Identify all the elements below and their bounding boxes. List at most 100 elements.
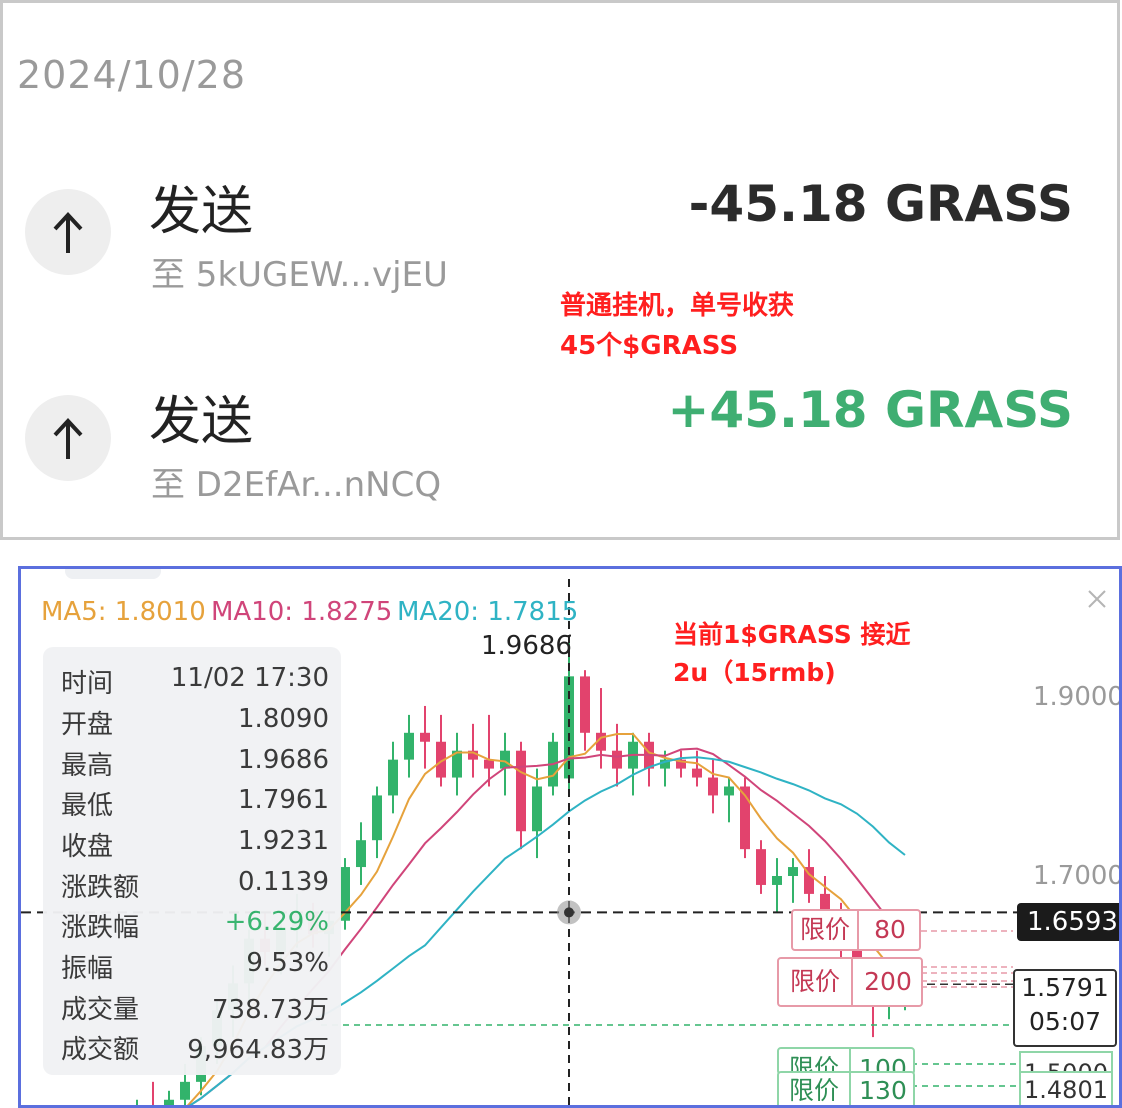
candle-body xyxy=(436,741,446,778)
candle-body xyxy=(340,867,350,921)
info-row-amplitude: 振幅 9.53% xyxy=(61,948,329,988)
limit-order-tag[interactable]: 限价 80 xyxy=(791,909,921,951)
info-value: 9,964.83万 xyxy=(187,1035,329,1065)
arrow-up-icon xyxy=(25,395,111,481)
limit-qty: 200 xyxy=(864,967,912,996)
info-value: +6.29% xyxy=(224,907,329,937)
info-row-change-pct: 涨跌幅 +6.29% xyxy=(61,907,329,947)
arrow-up-icon xyxy=(25,189,111,275)
price-axis-label: 1.9000 xyxy=(1033,682,1122,712)
info-value: 11/02 17:30 xyxy=(170,663,329,693)
info-row-change: 涨跌额 0.1139 xyxy=(61,867,329,907)
candle-body xyxy=(388,759,398,796)
limit-qty: 100 xyxy=(859,1054,907,1075)
countdown: 05:07 xyxy=(1028,1007,1102,1036)
info-key: 开盘 xyxy=(61,710,114,740)
close-icon[interactable] xyxy=(1085,587,1109,611)
info-row-volume: 成交量 738.73万 xyxy=(61,989,329,1029)
info-key: 涨跌额 xyxy=(61,873,140,903)
transaction-title: 发送 xyxy=(149,182,254,242)
limit-label: 限价 xyxy=(779,1073,851,1105)
candle-body xyxy=(660,759,670,769)
candle-body xyxy=(708,777,718,796)
transaction-title: 发送 xyxy=(149,392,254,452)
info-key: 时间 xyxy=(61,669,114,699)
candle-body xyxy=(612,750,622,769)
info-key: 最高 xyxy=(61,751,114,781)
info-key: 涨跌幅 xyxy=(61,913,140,943)
limit-order-tag[interactable]: 限价 100 xyxy=(777,1047,915,1075)
annotation-line: 普通挂机，单号收获 xyxy=(560,291,795,321)
info-row-high: 最高 1.9686 xyxy=(61,745,329,785)
info-key: 最低 xyxy=(61,791,114,821)
price-axis-label: 1.7000 xyxy=(1033,861,1122,891)
kline-chart-panel[interactable]: MA5: 1.8010 MA10: 1.8275 MA20: 1.7815 1.… xyxy=(18,566,1122,1108)
limit-qty: 80 xyxy=(874,915,906,944)
candle-body xyxy=(820,893,830,912)
candle-body xyxy=(468,750,478,760)
transaction-date: 2024/10/28 xyxy=(17,53,247,97)
transaction-amount: -45.18 GRASS xyxy=(688,175,1073,233)
candle-body xyxy=(804,867,814,894)
candle-body xyxy=(420,732,430,742)
candle-info-box: 时间 11/02 17:30 开盘 1.8090 最高 1.9686 最低 1.7961… xyxy=(43,647,341,1075)
crosshair-dot xyxy=(564,907,574,918)
info-key: 成交额 xyxy=(61,1035,140,1065)
candle-body xyxy=(580,676,590,733)
candle-body xyxy=(676,759,686,769)
transaction-recipient: 至 D2EfAr...nNCQ xyxy=(151,465,442,505)
candle-body xyxy=(772,876,782,885)
transaction-row[interactable]: 发送 至 5kUGEW...vjEU -45.18 GRASS xyxy=(21,163,1111,303)
annotation-line: 当前1$GRASS 接近 xyxy=(673,620,911,649)
limit-label: 限价 xyxy=(779,959,853,1005)
limit-qty: 130 xyxy=(859,1076,907,1105)
info-row-turnover: 成交额 9,964.83万 xyxy=(61,1029,329,1069)
wallet-history-panel: 2024/10/28 发送 至 5kUGEW...vjEU -45.18 GRA… xyxy=(0,0,1120,540)
ma5-label: MA5: 1.8010 xyxy=(41,597,206,627)
info-row-open: 开盘 1.8090 xyxy=(61,704,329,744)
info-value: 1.9231 xyxy=(238,826,329,856)
limit-order-tag[interactable]: 限价 130 xyxy=(777,1071,915,1105)
info-value: 0.1139 xyxy=(238,867,329,897)
candle-body xyxy=(372,795,382,841)
last-price: 1.5791 xyxy=(1021,973,1109,1002)
candle-body xyxy=(484,759,494,769)
candle-body xyxy=(692,768,702,778)
transaction-amount: +45.18 GRASS xyxy=(667,381,1073,439)
candle-body xyxy=(564,676,574,779)
ma20-label: MA20: 1.7815 xyxy=(397,597,579,627)
info-row-low: 最低 1.7961 xyxy=(61,785,329,825)
info-value: 9.53% xyxy=(246,948,329,978)
candle-body xyxy=(180,1081,190,1100)
info-row-time: 时间 11/02 17:30 xyxy=(61,663,329,703)
limit-order-tag[interactable]: 限价 200 xyxy=(777,957,923,1007)
candle-body xyxy=(724,786,734,796)
info-key: 收盘 xyxy=(61,832,114,862)
candle-body xyxy=(516,750,526,832)
high-marker: 1.9686 xyxy=(481,631,572,661)
candle-body xyxy=(532,786,542,832)
info-key: 振幅 xyxy=(61,954,114,984)
transaction-recipient: 至 5kUGEW...vjEU xyxy=(151,255,448,295)
candle-body xyxy=(500,750,510,769)
transaction-row[interactable]: 发送 至 D2EfAr...nNCQ +45.18 GRASS xyxy=(21,375,1111,515)
annotation-line: 2u（15rmb) xyxy=(673,658,836,687)
candle-body xyxy=(756,849,766,885)
ma10-label: MA10: 1.8275 xyxy=(211,597,393,627)
last-price-tag: 1.5791 05:07 xyxy=(1013,969,1117,1047)
candle-body xyxy=(356,840,366,868)
info-key: 成交量 xyxy=(61,995,140,1025)
info-value: 1.7961 xyxy=(238,785,329,815)
price-tag: 1.4801 xyxy=(1019,1071,1113,1105)
candle-body xyxy=(596,732,606,751)
candle-body xyxy=(452,750,462,778)
info-value: 1.9686 xyxy=(238,745,329,775)
info-value: 1.8090 xyxy=(238,704,329,734)
candle-body xyxy=(740,786,750,850)
candle-body xyxy=(404,732,414,760)
candle-body xyxy=(164,1099,174,1105)
limit-label: 限价 xyxy=(793,911,859,949)
info-row-close: 收盘 1.9231 xyxy=(61,826,329,866)
drag-handle[interactable] xyxy=(65,569,161,579)
candle-body xyxy=(788,867,798,876)
